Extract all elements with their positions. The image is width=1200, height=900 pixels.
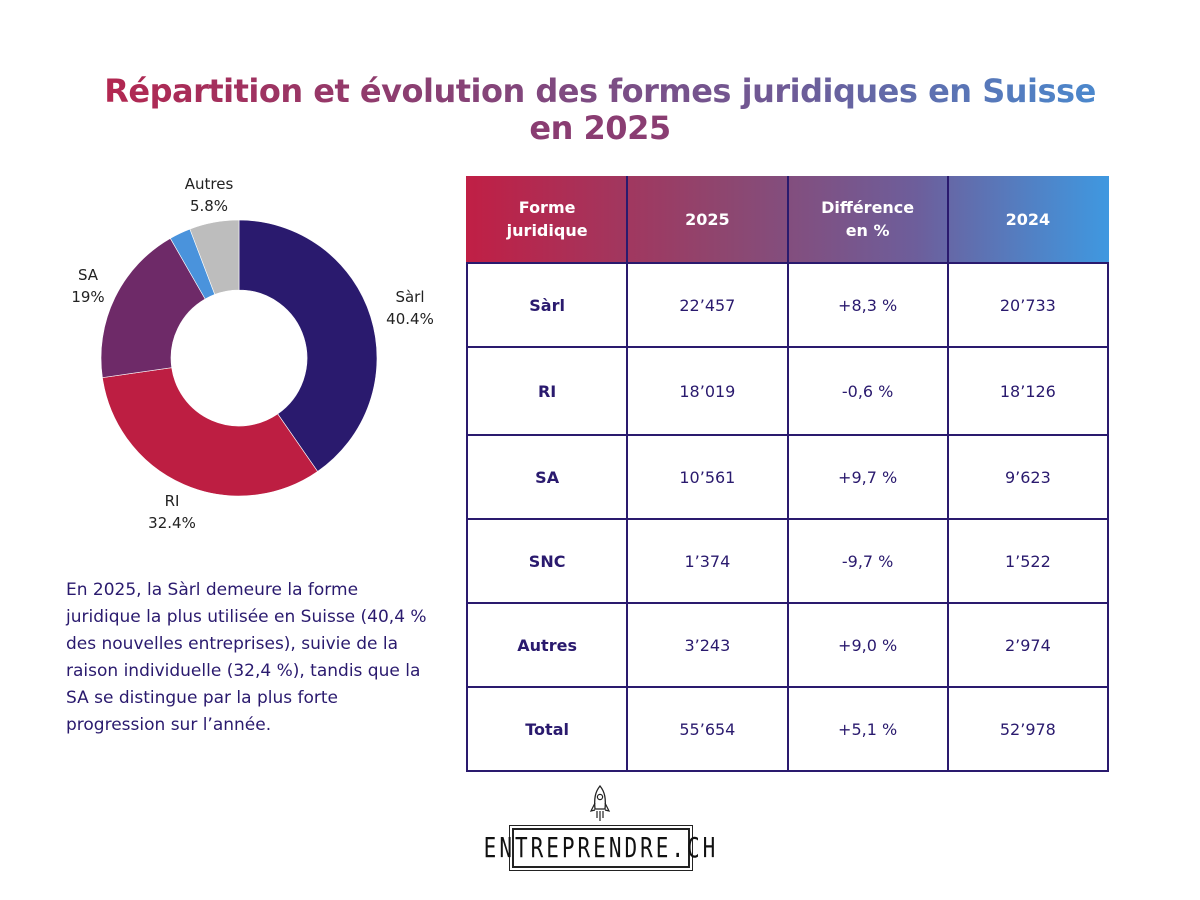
cell-2025: 55’654: [626, 686, 789, 772]
title-line-1: Répartition et évolution des formes juri…: [0, 73, 1200, 110]
cell-forme: Autres: [465, 602, 629, 688]
donut-slice-sa: [100, 237, 206, 378]
slice-label-autres: Autres: [185, 175, 234, 193]
cell-2024: 52’978: [946, 686, 1110, 772]
table-row: SA 10’561 +9,7 % 9’623: [465, 434, 1110, 520]
table-row: Sàrl 22’457 +8,3 % 20’733: [465, 262, 1110, 348]
header-2025: 2025: [626, 176, 789, 264]
cell-2024: 18’126: [946, 346, 1110, 436]
header-forme: Forme juridique: [465, 176, 629, 264]
table-row: Autres 3’243 +9,0 % 2’974: [465, 602, 1110, 688]
cell-forme: Sàrl: [465, 262, 629, 348]
rocket-icon: [589, 785, 611, 821]
slice-value-sarl: 40.4%: [386, 310, 434, 328]
cell-forme: SA: [465, 434, 629, 520]
cell-diff: +9,0 %: [786, 602, 949, 688]
donut-slice-sarl: [238, 219, 378, 472]
cell-2024: 2’974: [946, 602, 1110, 688]
header-2024: 2024: [946, 176, 1110, 264]
header-diff: Différence en %: [786, 176, 949, 264]
cell-2024: 1’522: [946, 518, 1110, 604]
logo: ENTREPRENDRE.CH: [484, 785, 715, 871]
cell-diff: -9,7 %: [786, 518, 949, 604]
summary-text: En 2025, la Sàrl demeure la forme juridi…: [66, 580, 427, 735]
title-line-2: en 2025: [529, 109, 671, 148]
cell-diff: +5,1 %: [786, 686, 949, 772]
slice-label-sa: SA: [78, 266, 99, 284]
cell-2025: 22’457: [626, 262, 789, 348]
table-row-total: Total 55’654 +5,1 % 52’978: [465, 686, 1110, 772]
table-header-row: Forme juridique 2025 Différence en % 2024: [465, 176, 1110, 264]
cell-2024: 9’623: [946, 434, 1110, 520]
cell-2024: 20’733: [946, 262, 1110, 348]
cell-2025: 18’019: [626, 346, 789, 436]
donut-slice-autres: [189, 219, 240, 295]
slice-label-ri: RI: [165, 492, 180, 510]
cell-diff: +8,3 %: [786, 262, 949, 348]
cell-forme: RI: [465, 346, 629, 436]
cell-diff: +9,7 %: [786, 434, 949, 520]
logo-text: ENTREPRENDRE.CH: [483, 832, 719, 864]
page-title: Répartition et évolution des formes juri…: [0, 73, 1200, 147]
cell-diff: -0,6 %: [786, 346, 949, 436]
legal-forms-table: Forme juridique 2025 Différence en % 2024 …: [465, 176, 1110, 772]
slice-value-ri: 32.4%: [148, 514, 196, 532]
logo-wordmark-box: ENTREPRENDRE.CH: [484, 825, 715, 871]
slice-value-sa: 19%: [71, 288, 104, 306]
slice-value-autres: 5.8%: [190, 197, 228, 215]
slice-label-sarl: Sàrl: [395, 288, 424, 306]
table-row: SNC 1’374 -9,7 % 1’522: [465, 518, 1110, 604]
cell-forme: SNC: [465, 518, 629, 604]
donut-chart: Sàrl 40.4% RI 32.4% SA 19% Autres 5.8%: [71, 175, 434, 532]
cell-forme: Total: [465, 686, 629, 772]
table-row: RI 18’019 -0,6 % 18’126: [465, 346, 1110, 436]
cell-2025: 1’374: [626, 518, 789, 604]
donut-slice-ri: [102, 367, 318, 497]
cell-2025: 3’243: [626, 602, 789, 688]
cell-2025: 10’561: [626, 434, 789, 520]
